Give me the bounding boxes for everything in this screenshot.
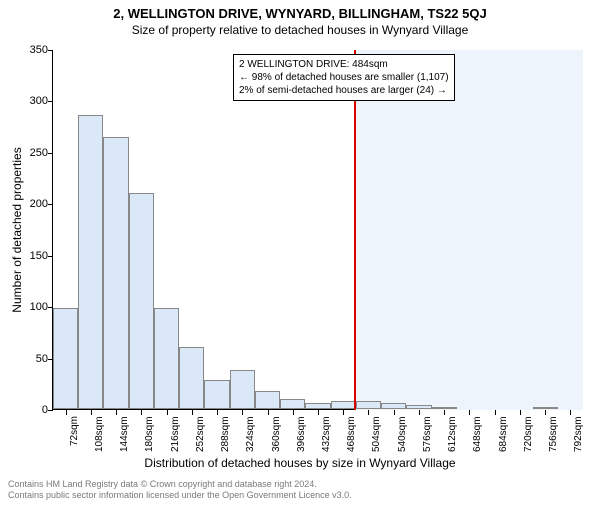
x-tick-label: 612sqm [447,416,458,452]
x-tick-label: 72sqm [69,416,80,446]
x-tick-label: 360sqm [271,416,282,452]
x-tick-mark [444,410,445,415]
attribution-line: Contains public sector information licen… [8,490,352,502]
plot-area: 05010015020025030035072sqm108sqm144sqm18… [52,50,582,410]
x-tick-label: 504sqm [371,416,382,452]
y-tick-mark [48,256,53,257]
x-tick-mark [469,410,470,415]
x-tick-mark [520,410,521,415]
x-tick-label: 288sqm [220,416,231,452]
x-tick-mark [419,410,420,415]
y-tick-label: 0 [18,404,48,416]
x-tick-mark [167,410,168,415]
x-tick-label: 108sqm [94,416,105,452]
x-tick-mark [545,410,546,415]
x-tick-mark [217,410,218,415]
y-tick-label: 100 [18,301,48,313]
x-tick-label: 324sqm [245,416,256,452]
y-tick-mark [48,153,53,154]
x-tick-label: 540sqm [397,416,408,452]
histogram-bar [533,407,558,409]
x-tick-label: 792sqm [573,416,584,452]
histogram-bar [78,115,103,409]
page-subtitle: Size of property relative to detached ho… [0,23,600,37]
y-tick-label: 300 [18,95,48,107]
histogram-bar [280,399,305,409]
x-tick-mark [91,410,92,415]
y-tick-label: 350 [18,44,48,56]
y-axis-label: Number of detached properties [10,147,24,312]
attribution: Contains HM Land Registry data © Crown c… [8,479,352,502]
x-tick-mark [570,410,571,415]
histogram-bar [179,347,204,409]
histogram-bar [204,380,229,409]
histogram-bar [406,405,431,409]
x-tick-mark [318,410,319,415]
attribution-line: Contains HM Land Registry data © Crown c… [8,479,352,491]
histogram-bar [255,391,280,410]
histogram-bar [129,193,154,409]
x-tick-mark [394,410,395,415]
x-tick-label: 468sqm [346,416,357,452]
histogram-bar [53,308,78,409]
y-tick-label: 50 [18,353,48,365]
annotation-line: 2% of semi-detached houses are larger (2… [239,84,449,97]
page-title: 2, WELLINGTON DRIVE, WYNYARD, BILLINGHAM… [0,6,600,21]
histogram-bar [230,370,255,409]
shaded-region [354,50,583,410]
x-tick-mark [192,410,193,415]
x-tick-mark [116,410,117,415]
histogram-bar [381,403,406,409]
x-tick-mark [293,410,294,415]
x-tick-mark [495,410,496,415]
x-tick-label: 576sqm [422,416,433,452]
x-axis-label: Distribution of detached houses by size … [0,456,600,470]
x-tick-label: 648sqm [472,416,483,452]
annotation-box: 2 WELLINGTON DRIVE: 484sqm← 98% of detac… [233,54,455,101]
x-tick-mark [368,410,369,415]
annotation-line: 2 WELLINGTON DRIVE: 484sqm [239,58,449,71]
histogram-bar [154,308,179,409]
histogram-bar [305,403,330,409]
x-tick-label: 432sqm [321,416,332,452]
annotation-line: ← 98% of detached houses are smaller (1,… [239,71,449,84]
x-tick-mark [242,410,243,415]
x-tick-label: 252sqm [195,416,206,452]
histogram-chart: Number of detached properties 0501001502… [52,50,582,410]
y-tick-label: 150 [18,250,48,262]
y-tick-mark [48,204,53,205]
x-tick-label: 720sqm [523,416,534,452]
histogram-bar [432,407,457,409]
y-tick-mark [48,101,53,102]
x-tick-label: 684sqm [498,416,509,452]
x-tick-label: 756sqm [548,416,559,452]
histogram-bar [356,401,381,409]
x-tick-mark [343,410,344,415]
histogram-bar [103,137,128,409]
y-tick-mark [48,410,53,411]
y-tick-label: 200 [18,198,48,210]
x-tick-mark [66,410,67,415]
x-tick-mark [268,410,269,415]
y-tick-label: 250 [18,147,48,159]
x-tick-label: 216sqm [170,416,181,452]
x-tick-label: 396sqm [296,416,307,452]
histogram-bar [331,401,356,409]
x-tick-label: 180sqm [144,416,155,452]
marker-line [354,50,356,410]
y-tick-mark [48,50,53,51]
x-tick-mark [141,410,142,415]
x-tick-label: 144sqm [119,416,130,452]
